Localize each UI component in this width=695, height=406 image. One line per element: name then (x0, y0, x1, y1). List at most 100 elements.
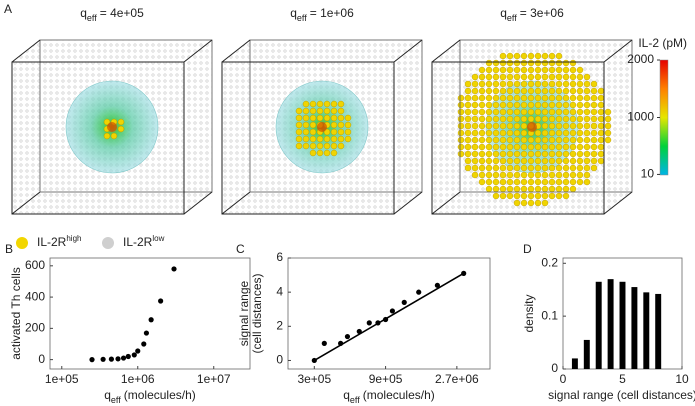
il2r-high-cell (562, 115, 570, 123)
data-point (311, 357, 317, 364)
il2r-high-cell (541, 150, 549, 158)
il2r-high-cell (555, 87, 563, 95)
il2r-high-cell (499, 178, 507, 186)
x-tick-label: 0 (560, 372, 567, 386)
il2r-high-cell (597, 122, 605, 130)
il2r-high-cell (513, 108, 521, 116)
il2r-high-cell (499, 192, 507, 200)
il2r-high-cell (576, 136, 584, 144)
il2r-high-cell (295, 121, 303, 129)
il2r-high-cell (527, 157, 535, 165)
il2r-high-cell (576, 108, 584, 116)
il2r-high-cell (499, 101, 507, 109)
cube-edge (603, 191, 633, 215)
il2r-high-cell (534, 143, 542, 151)
il2r-high-cell (344, 128, 352, 136)
fit-line (313, 272, 465, 362)
il2r-high-cell (485, 101, 493, 109)
il2r-high-cell (117, 125, 125, 133)
il2r-high-cell (464, 129, 472, 137)
il2r-high-cell (583, 178, 591, 186)
il2r-high-cell (492, 178, 500, 186)
il2r-high-cell (499, 171, 507, 179)
il2r-high-cell (541, 185, 549, 193)
il2r-high-cell (590, 136, 598, 144)
il2r-high-cell (506, 136, 514, 144)
il2r-high-cell (513, 115, 521, 123)
il2r-high-cell (555, 73, 563, 81)
il2r-high-cell (576, 129, 584, 137)
bar (655, 293, 662, 369)
data-point (434, 282, 440, 288)
il2r-high-cell (590, 143, 598, 151)
il2r-high-cell (520, 129, 528, 137)
il2r-high-cell (309, 135, 317, 143)
il2r-high-cell (597, 108, 605, 116)
il2r-high-cell (555, 122, 563, 130)
il2r-high-cell (499, 122, 507, 130)
il2r-high-cell (344, 121, 352, 129)
il2r-high-cell (569, 185, 577, 193)
data-point (115, 356, 121, 362)
il2r-high-cell (569, 101, 577, 109)
symbol: q (343, 388, 350, 402)
il2r-high-cell (464, 164, 472, 172)
il2r-high-cell (323, 142, 331, 150)
x-tick-label: 3e+05 (297, 372, 331, 386)
symbol: q (290, 6, 297, 20)
bar (571, 358, 578, 369)
il2r-high-cell (506, 164, 514, 172)
il2r-high-cell (555, 171, 563, 179)
cube-front (221, 61, 395, 215)
sphere-core (317, 122, 327, 132)
il2r-high-cell (534, 101, 542, 109)
label-rest: (molecules/h) (363, 388, 435, 402)
il2r-high-cell (548, 115, 556, 123)
x-tick-label: 9e+05 (369, 372, 403, 386)
il2r-high-cell (471, 108, 479, 116)
label-rest: = 4e+05 (100, 6, 144, 20)
il2r-high-cell (492, 115, 500, 123)
il2r-high-cell (576, 178, 584, 186)
il2r-high-cell (597, 101, 605, 109)
il2r-high-cell (520, 185, 528, 193)
data-point (148, 317, 154, 323)
il2r-high-cell (337, 100, 345, 108)
legend-name: IL-2R (37, 235, 67, 249)
il2r-high-cell (562, 150, 570, 158)
il2r-high-cell (597, 143, 605, 151)
il2r-high-cell (457, 122, 465, 130)
axes-box (287, 257, 491, 370)
il2r-high-cell (478, 129, 486, 137)
il2r-high-cell (499, 80, 507, 88)
il2r-high-cell (520, 122, 528, 130)
data-point (131, 352, 137, 358)
il2r-high-cell (492, 80, 500, 88)
il2r-high-cell (295, 107, 303, 115)
subscript: eff (507, 13, 517, 23)
il2r-high-cell (302, 142, 310, 150)
il2r-high-cell (492, 94, 500, 102)
data-point (338, 340, 344, 346)
il2r-high-cell (499, 136, 507, 144)
il2r-high-cell (330, 107, 338, 115)
cube-edge (431, 39, 461, 63)
il2r-high-cell (464, 115, 472, 123)
il2r-high-cell (604, 108, 612, 116)
il2r-high-cell (534, 150, 542, 158)
il2r-high-cell (492, 143, 500, 151)
il2r-high-cell (562, 164, 570, 172)
axes-box (49, 257, 251, 370)
il2r-high-cell (513, 192, 521, 200)
il2r-high-cell (590, 101, 598, 109)
il2r-high-cell (520, 66, 528, 74)
il2r-high-cell (471, 122, 479, 130)
il2r-high-cell (527, 66, 535, 74)
il2r-high-cell (485, 129, 493, 137)
data-point (366, 320, 372, 326)
il2r-high-cell (478, 136, 486, 144)
il2r-high-cell (316, 149, 324, 157)
il2r-high-cell (527, 87, 535, 95)
il2r-high-cell (555, 52, 563, 60)
